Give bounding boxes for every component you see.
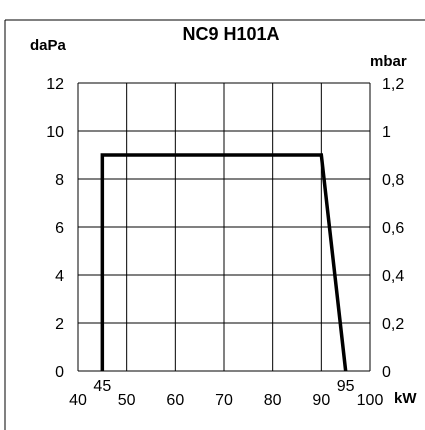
y-left-tick-label: 8 — [55, 172, 64, 189]
y-right-tick-label: 0,2 — [382, 316, 404, 333]
y-left-tick-label: 6 — [55, 220, 64, 237]
x-axis-unit: kW — [394, 390, 417, 407]
y-left-tick-label: 0 — [55, 364, 64, 381]
y-right-tick-label: 0 — [382, 364, 391, 381]
y-right-tick-label: 1 — [382, 124, 391, 141]
x-mark-label: 45 — [93, 378, 111, 395]
y-left-tick-label: 4 — [55, 268, 64, 285]
y-left-tick-label: 12 — [46, 76, 64, 93]
y-right-tick-label: 1,2 — [382, 76, 404, 93]
x-mark-label: 95 — [337, 378, 355, 395]
chart-title: NC9 H101A — [182, 24, 279, 44]
series-line-0 — [100, 153, 348, 372]
y-right-tick-label: 0,6 — [382, 220, 404, 237]
x-tick-label: 100 — [357, 392, 384, 409]
y-axis-right-unit: mbar — [370, 53, 407, 70]
tick-labels: 0 2 4 6 8 10 12 0 0,2 0,4 0,6 0,8 1 1,2 40 50 60 70 80 90 10… — [46, 76, 404, 409]
grid — [77, 82, 371, 372]
x-tick-label: 70 — [215, 392, 233, 409]
x-tick-label: 90 — [312, 392, 330, 409]
y-right-tick-label: 0,8 — [382, 172, 404, 189]
series — [100, 153, 348, 372]
y-left-tick-label: 2 — [55, 316, 64, 333]
y-right-tick-label: 0,4 — [382, 268, 404, 285]
y-axis-left-unit: daPa — [30, 37, 67, 54]
x-tick-label: 50 — [118, 392, 136, 409]
x-tick-label: 40 — [69, 392, 87, 409]
y-left-tick-label: 10 — [46, 124, 64, 141]
x-tick-label: 80 — [264, 392, 282, 409]
x-tick-label: 60 — [166, 392, 184, 409]
